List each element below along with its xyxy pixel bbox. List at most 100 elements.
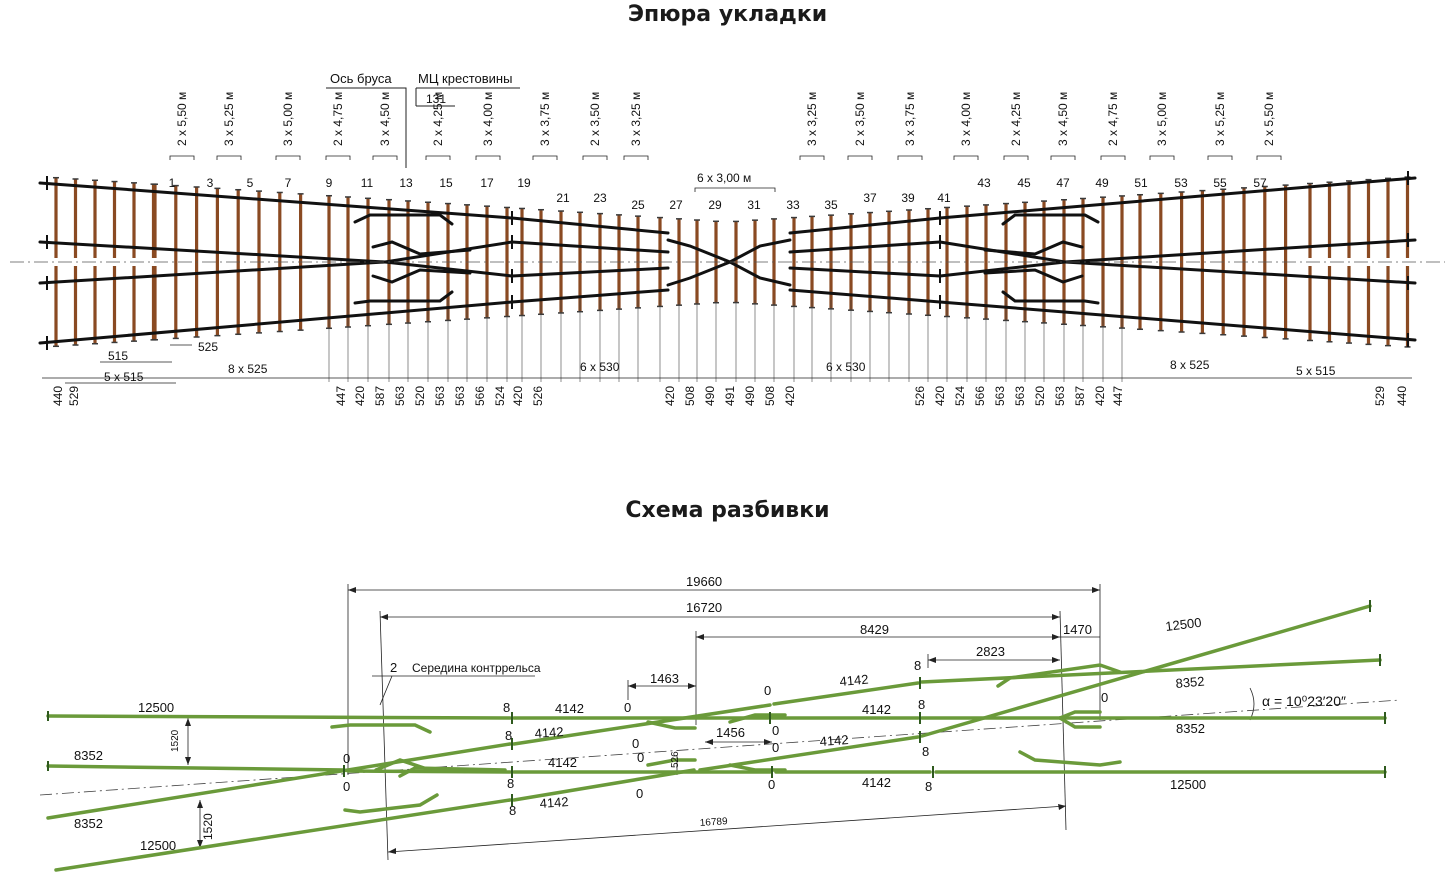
spacing-525: 525 [198,340,218,354]
breakout-dimension-lines [187,584,1255,861]
spacing-8x525-right: 8 х 525 [1170,358,1210,372]
tie-number: 21 [556,191,570,205]
tie-group-label: 2 х 3,50 м [853,92,867,146]
wing-rail-upper-left [371,240,472,256]
spacing-value: 563 [393,386,407,406]
rail-length-8352-l: 8352 [74,748,103,763]
zero-mark: 0 [772,723,779,738]
rail-frog-lower-right [938,260,1067,278]
wing-rail-lower-left [371,268,472,284]
tie-number: 25 [631,198,645,212]
dim-1470: 1470 [1063,622,1092,637]
dim-8429: 8429 [860,622,889,637]
tie-number: 29 [708,198,722,212]
tie-group-label: 2 х 3,50 м [588,92,602,146]
tie-number: 49 [1095,176,1109,190]
tie-number: 53 [1174,176,1188,190]
spacing-value: 587 [1073,386,1087,406]
zero-mark: 0 [343,751,350,766]
eight-mark: 8 [922,744,929,759]
tie-group-label: 3 х 3,25 м [805,92,819,146]
rail-length-8352-bl: 8352 [74,816,103,831]
spacing-value: 491 [723,386,737,406]
tie-group-label: 3 х 5,25 м [1213,92,1227,146]
eight-mark: 8 [503,700,510,715]
breakout-rails [46,604,1387,872]
breakout-title: Схема разбивки [625,498,830,523]
tie-group-label: 3 х 4,00 м [481,92,495,146]
tie-number: 19 [517,176,531,190]
spacing-5x515-left: 5 х 515 [104,370,144,384]
spacing-value: 587 [373,386,387,406]
eight-mark: 8 [914,658,921,673]
rail-lower-left [38,260,387,285]
rail-end-markers [46,171,1409,350]
spacing-value: 447 [334,386,348,406]
br-rail-top-straight [46,714,512,720]
rail-4142-1: 4142 [555,701,584,716]
dim-16720: 16720 [686,600,722,615]
zero-mark: 0 [764,683,771,698]
tie-group-label: 2 х 4,25 м [1009,92,1023,146]
spacing-value: 526 [913,386,927,406]
spacing-value: 566 [473,386,487,406]
tie-group-label: 3 х 4,00 м [959,92,973,146]
rail-bottom-right [938,300,1417,342]
rail-frog-lower-left [383,260,514,278]
eight-mark: 8 [505,728,512,743]
tie-group-label: 3 х 3,75 м [538,92,552,146]
spacing-value: 420 [353,386,367,406]
tie-number: 35 [824,198,838,212]
rail-mid-upper-r [788,240,942,254]
rail-upper-left [38,240,387,264]
alpha-angle-label: α = 10⁰23′20″ [1262,693,1346,709]
zero-mark: 0 [772,740,779,755]
rail-length-12500-tl: 12500 [138,700,174,715]
eight-mark: 8 [918,697,925,712]
spacing-value: 440 [1395,386,1409,406]
tie-number: 1 [169,176,176,190]
rail-mid-bottom-r [788,288,942,304]
spacing-value: 490 [743,386,757,406]
eight-mark: 8 [507,776,514,791]
spacing-value: 526 [531,386,545,406]
tie-number: 15 [439,176,453,190]
zero-mark: 0 [632,736,639,751]
spacing-value: 520 [1033,386,1047,406]
dim-1456: 1456 [716,725,745,740]
rail-length-12500-bl: 12500 [140,838,176,853]
br-rail-diag-2 [54,798,512,872]
eight-marks: 8 8 8 8 8 8 8 8 [503,658,932,818]
rail-mid-bottom [510,288,670,304]
zero-mark: 0 [343,779,350,794]
tie-number: 13 [399,176,413,190]
spacing-6x530-left: 6 х 530 [580,360,620,374]
check-rail-lower-left [353,290,454,305]
tie-number: 39 [901,191,915,205]
tie-number: 33 [786,198,800,212]
tie-group-label: 3 х 3,75 м [903,92,917,146]
rail-4142-4: 4142 [539,794,569,811]
axis-beam-label: Ось бруса [330,71,392,86]
spacing-value: 563 [453,386,467,406]
tie-number: 3 [207,176,214,190]
spacing-515: 515 [108,349,128,363]
dim-1463: 1463 [650,671,679,686]
spacing-value: 440 [51,386,65,406]
tie-group-label: 2 х 4,75 м [1106,92,1120,146]
rail-upper-right [1063,238,1417,264]
zero-mark: 0 [624,700,631,715]
rail-length-8352-r: 8352 [1176,721,1205,736]
tie-number: 37 [863,191,877,205]
rail-mid-top-r [788,216,942,235]
tie-number: 17 [480,176,494,190]
spacing-value: 420 [663,386,677,406]
tie-number: 41 [937,191,951,205]
breakout-rail-joints [47,600,1386,806]
spacing-value: 420 [783,386,797,406]
tie-number: 27 [669,198,683,212]
wing-rail-lower-right [983,268,1084,284]
